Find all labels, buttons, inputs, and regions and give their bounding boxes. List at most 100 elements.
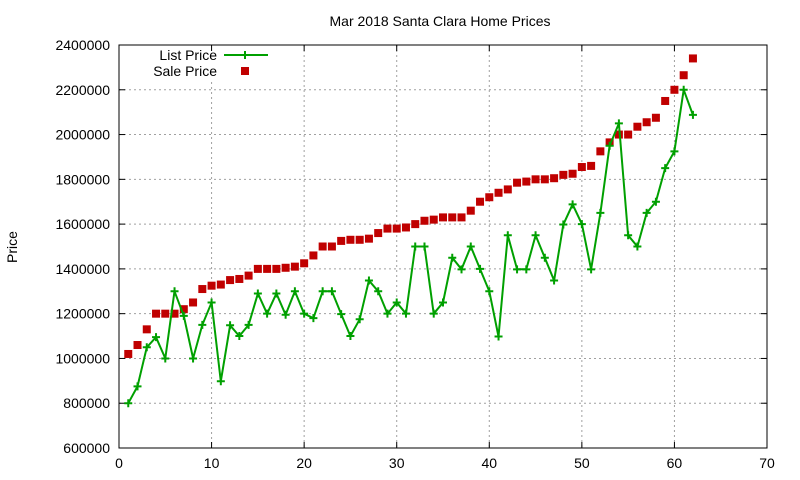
sale-price-point <box>290 262 299 271</box>
sale-price-point <box>587 161 596 170</box>
y-tick-label: 600000 <box>63 440 110 456</box>
list-price-point <box>290 287 299 296</box>
list-price-point <box>346 332 355 341</box>
y-tick-label: 1200000 <box>55 306 110 322</box>
sale-price-point <box>651 113 660 122</box>
list-price-point <box>253 289 262 298</box>
list-price-point <box>355 315 364 324</box>
sale-price-point <box>466 206 475 215</box>
sale-price-point <box>152 309 161 318</box>
sale-price-point <box>346 235 355 244</box>
list-price-point <box>485 287 494 296</box>
list-price-point <box>420 242 429 251</box>
list-price-point <box>540 253 549 262</box>
list-price-point <box>337 310 346 319</box>
x-tick-label: 70 <box>759 455 775 471</box>
sale-price-point <box>577 163 586 172</box>
list-price-point <box>401 309 410 318</box>
list-price-point <box>392 298 401 307</box>
sale-price-point <box>559 170 568 179</box>
list-price-line <box>127 89 694 404</box>
x-tick-label: 50 <box>574 455 590 471</box>
list-price-point <box>559 220 568 229</box>
sale-price-point <box>170 309 179 318</box>
list-price-point <box>124 399 133 408</box>
list-price-point <box>244 320 253 329</box>
list-price-point <box>142 343 151 352</box>
sale-price-point <box>688 54 697 63</box>
y-tick-label: 1800000 <box>55 171 110 187</box>
sale-price-point <box>300 259 309 268</box>
list-price-point <box>198 320 207 329</box>
sale-price-point <box>161 309 170 318</box>
sale-price-point <box>661 96 670 105</box>
x-tick-label: 20 <box>296 455 312 471</box>
list-price-point <box>661 164 670 173</box>
list-price-point <box>688 110 697 119</box>
y-tick-label: 2400000 <box>55 37 110 53</box>
sale-price-point <box>624 130 633 139</box>
sale-price-point <box>522 177 531 186</box>
legend-marker-sale-price <box>241 67 249 75</box>
sale-price-point <box>318 242 327 251</box>
sale-price-point <box>642 118 651 127</box>
y-tick-label: 800000 <box>63 395 110 411</box>
x-tick-label: 30 <box>389 455 405 471</box>
list-price-point <box>383 309 392 318</box>
legend-marker-list-price <box>241 51 249 59</box>
sale-price-point <box>253 264 262 273</box>
sale-price-point <box>133 341 142 350</box>
sale-price-point <box>439 213 447 222</box>
list-price-point <box>605 141 614 150</box>
list-price-point <box>189 354 198 363</box>
sale-price-point <box>448 213 457 222</box>
list-price-point <box>235 332 244 341</box>
sale-price-point <box>670 85 679 94</box>
sale-price-point <box>513 178 522 187</box>
sale-price-point <box>392 224 401 233</box>
list-price-point <box>207 298 216 307</box>
grid-layer <box>119 45 767 448</box>
series-layer <box>124 54 697 408</box>
sale-price-point <box>309 251 318 260</box>
sale-price-point <box>244 271 253 280</box>
y-tick-label: 1600000 <box>55 216 110 232</box>
sale-price-point <box>633 122 642 131</box>
list-price-point <box>503 231 512 240</box>
list-price-point <box>152 333 161 342</box>
sale-price-point <box>485 193 494 202</box>
list-price-point <box>587 265 596 274</box>
sale-price-point <box>263 264 272 273</box>
sale-price-point <box>550 174 559 183</box>
list-price-point <box>494 332 503 341</box>
list-price-point <box>170 287 179 296</box>
sale-price-point <box>596 147 605 156</box>
list-price-point <box>281 310 290 319</box>
list-price-point <box>577 220 586 229</box>
list-price-point <box>300 309 309 318</box>
list-price-point <box>457 265 466 274</box>
sale-price-point <box>476 197 485 206</box>
list-price-point <box>522 265 531 274</box>
sale-price-point <box>207 281 216 290</box>
chart-title: Mar 2018 Santa Clara Home Prices <box>330 13 551 29</box>
sale-price-point <box>679 71 688 80</box>
list-price-point <box>651 197 660 206</box>
list-price-point <box>679 85 688 94</box>
y-tick-label: 2200000 <box>55 82 110 98</box>
sale-price-point <box>235 274 244 283</box>
x-tick-label: 60 <box>667 455 683 471</box>
list-price-point <box>133 382 142 391</box>
list-price-point <box>364 276 373 285</box>
list-price-point <box>596 208 605 217</box>
list-price-point <box>226 321 235 330</box>
list-price-point <box>272 289 281 298</box>
legend-label-list-price: List Price <box>159 47 217 63</box>
sale-price-point <box>226 276 235 285</box>
sale-price-point <box>429 215 438 224</box>
list-price-point <box>411 242 420 251</box>
sale-price-point <box>401 223 410 232</box>
sale-price-point <box>568 169 577 178</box>
sale-price-point <box>364 234 373 243</box>
list-price-point <box>624 231 633 240</box>
